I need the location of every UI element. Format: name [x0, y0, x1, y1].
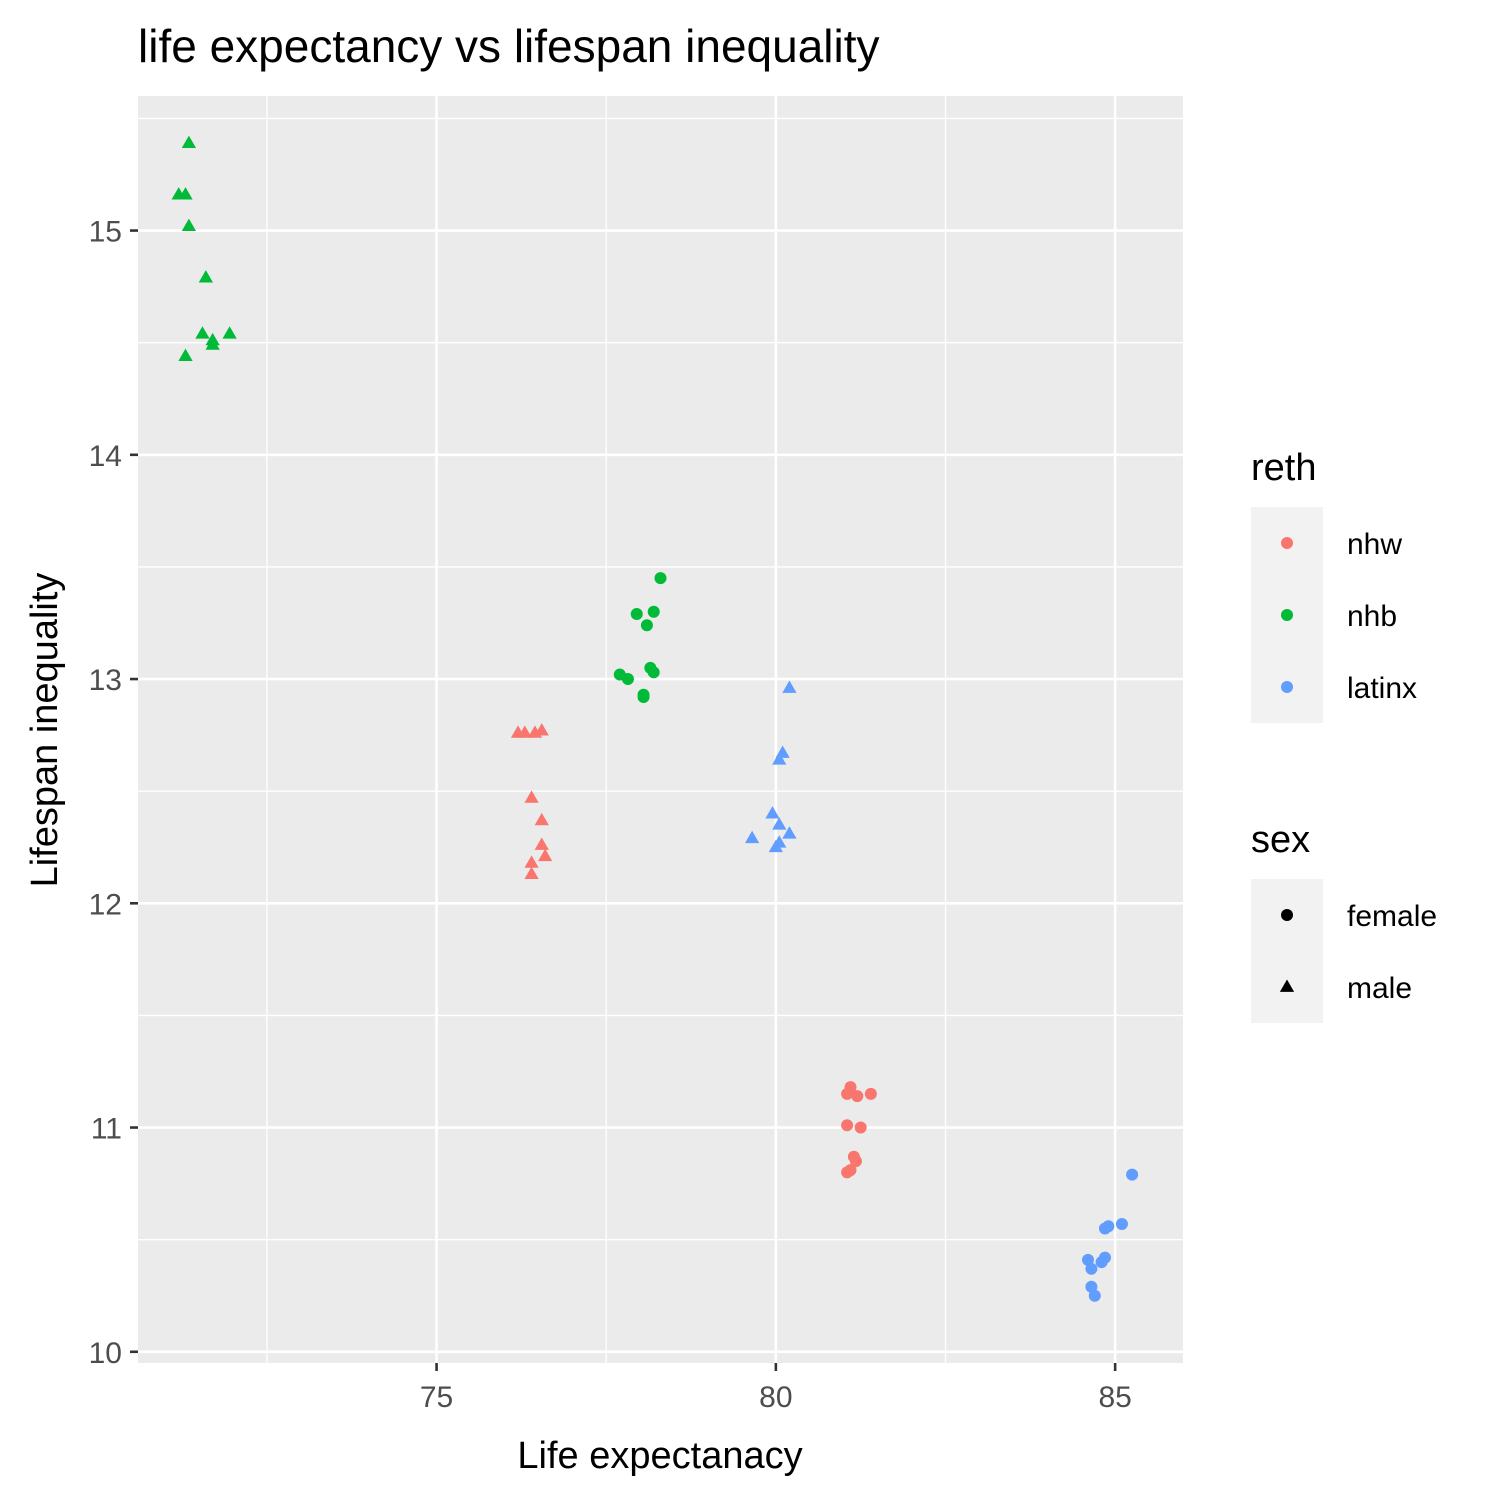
data-point	[851, 1090, 864, 1103]
y-tick-label: 14	[89, 440, 122, 473]
legend-key-nhb	[1281, 609, 1293, 621]
x-tick-label: 85	[1098, 1381, 1131, 1414]
chart-title: life expectancy vs lifespan inequality	[138, 20, 880, 72]
data-point	[654, 572, 667, 585]
data-point	[178, 187, 193, 200]
data-point	[772, 752, 787, 765]
data-point	[630, 608, 643, 621]
legend-label-male: male	[1347, 972, 1412, 1005]
series-nhw-female	[841, 1081, 877, 1179]
x-axis-title: Life expectanacy	[517, 1435, 802, 1477]
data-point	[841, 1166, 854, 1179]
y-tick-label: 11	[91, 1113, 122, 1146]
data-point	[195, 326, 210, 339]
series-nhb-male	[171, 135, 237, 362]
data-point	[181, 218, 197, 231]
data-point	[205, 337, 220, 350]
data-point	[640, 619, 653, 632]
y-axis-title: Lifespan inequality	[24, 573, 66, 888]
legend-key-background	[1251, 879, 1323, 1023]
data-point	[538, 848, 553, 862]
legend-key-male	[1279, 979, 1295, 992]
data-point	[534, 812, 549, 826]
data-point	[524, 790, 539, 803]
data-point	[621, 673, 634, 686]
legend-sex: sex female male	[1251, 819, 1437, 1023]
axes: 75 80 85 10 11 12 13 14 15	[89, 216, 1132, 1414]
series-nhb-female	[613, 572, 667, 703]
y-tick-label: 15	[89, 216, 122, 249]
data-point	[222, 326, 237, 339]
data-point	[768, 839, 783, 853]
data-point	[782, 680, 797, 693]
y-tick-label: 13	[89, 664, 122, 697]
legend-label-nhw: nhw	[1347, 528, 1402, 561]
y-tick-label: 12	[89, 888, 122, 921]
data-point	[841, 1119, 854, 1132]
legend-label-latinx: latinx	[1347, 672, 1417, 705]
data-point	[198, 270, 213, 283]
data-point	[178, 348, 193, 362]
data-point	[1095, 1256, 1108, 1269]
x-tick-label: 80	[759, 1381, 792, 1414]
legend-key-latinx	[1281, 681, 1293, 693]
plot-panel	[138, 96, 1183, 1363]
data-point	[854, 1121, 867, 1134]
data-point	[181, 135, 197, 148]
data-point	[517, 725, 532, 738]
data-point	[849, 1155, 862, 1168]
data-point	[772, 817, 787, 830]
legend-label-female: female	[1347, 900, 1437, 933]
data-point	[534, 723, 549, 736]
y-tick-label: 10	[89, 1337, 122, 1370]
data-point	[647, 666, 660, 679]
data-point	[524, 855, 539, 868]
data-point	[1115, 1217, 1128, 1230]
data-point	[524, 866, 539, 880]
legend-key-nhw	[1281, 537, 1293, 549]
x-tick-label: 75	[420, 1381, 453, 1414]
data-point	[1126, 1168, 1139, 1181]
minor-gridlines	[138, 96, 1183, 1363]
series-latinx-male	[744, 680, 797, 853]
legend-label-nhb: nhb	[1347, 600, 1397, 633]
data-point	[782, 826, 797, 839]
legend-key-female	[1281, 909, 1293, 921]
legend-reth: reth nhw nhb latinx	[1251, 447, 1417, 723]
data-point	[647, 605, 660, 618]
data-point	[1088, 1289, 1101, 1302]
legend-title: sex	[1251, 819, 1310, 861]
data-point	[765, 806, 780, 819]
data-point	[864, 1087, 877, 1100]
data-point	[1085, 1262, 1098, 1275]
series-nhw-male	[510, 723, 553, 880]
series-latinx-female	[1082, 1168, 1139, 1302]
data-point	[534, 837, 549, 850]
legends: reth nhw nhb latinx sex female male	[1251, 447, 1437, 1023]
data-points	[171, 135, 1139, 1302]
data-point	[841, 1087, 854, 1100]
legend-title: reth	[1251, 447, 1316, 489]
data-point	[637, 690, 650, 703]
data-point	[1098, 1222, 1111, 1235]
major-gridlines	[138, 96, 1183, 1363]
data-point	[744, 830, 760, 844]
